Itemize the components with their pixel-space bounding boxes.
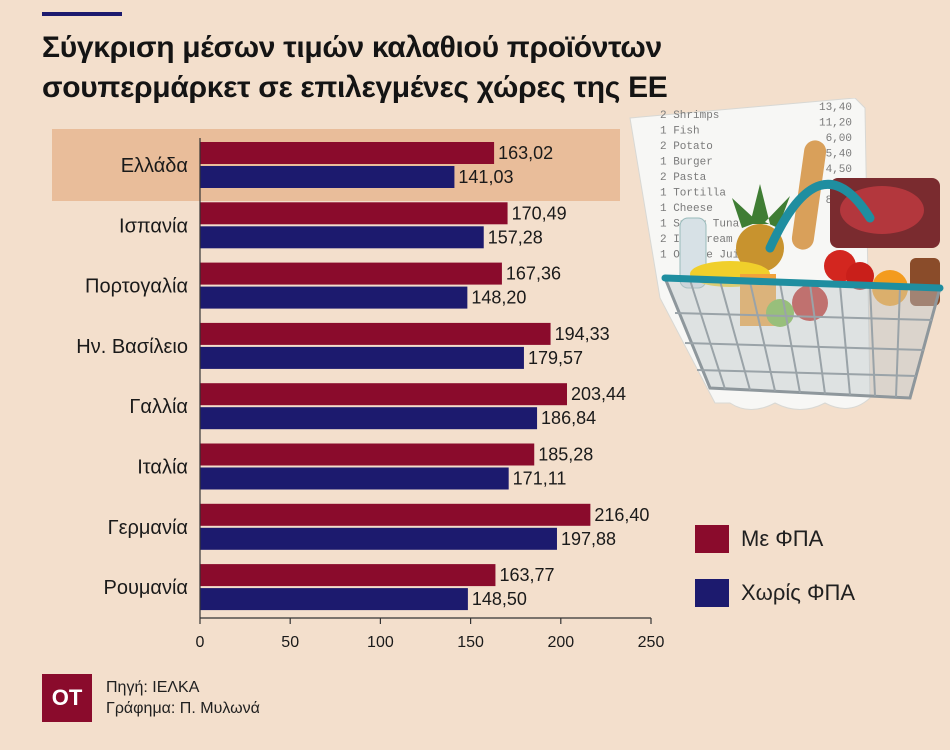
bar-without-vat-row-4: [200, 407, 538, 430]
bar-with-vat-row-1: [200, 202, 508, 225]
chart-title-line-2: σουπερμάρκετ σε επιλεγμένες χώρες της ΕΕ: [42, 71, 668, 104]
legend-swatch-with-vat: [695, 525, 729, 553]
value-label-without-vat-row-7: 148,50: [472, 589, 527, 609]
value-label-with-vat-row-3: 194,33: [555, 324, 610, 344]
category-label-row-2: Πορτογαλία: [85, 276, 188, 298]
bar-with-vat-row-3: [200, 322, 551, 345]
value-label-without-vat-row-2: 148,20: [471, 288, 526, 308]
bar-with-vat-row-2: [200, 262, 502, 285]
receipt-price-2: 6,00: [826, 133, 852, 145]
shopping-basket-illustration: 2 Shrimps 1 Fish 2 Potato 1 Burger 2 Pasta 1 …: [629, 98, 944, 410]
value-label-without-vat-row-6: 197,88: [561, 529, 616, 549]
value-label-with-vat-row-7: 163,77: [499, 565, 554, 585]
category-label-row-5: Ιταλία: [137, 457, 188, 479]
bar-chart: Ελλάδα 163,02 141,03 Ισπανία 170,49 157,28 Πορ…: [52, 129, 665, 651]
steak: [840, 186, 924, 234]
receipt-item-6: 1 Cheese: [660, 203, 713, 215]
graphic-credit: Γράφημα: Π. Μυλωνά: [106, 700, 260, 717]
bar-with-vat-row-6: [200, 503, 591, 526]
value-label-with-vat-row-5: 185,28: [538, 445, 593, 465]
receipt-item-2: 2 Potato: [660, 141, 713, 153]
apple: [792, 285, 828, 321]
value-label-without-vat-row-0: 141,03: [458, 167, 513, 187]
category-label-row-1: Ισπανία: [119, 215, 188, 237]
bar-without-vat-row-1: [200, 226, 484, 249]
footer-credits: Πηγή: ΙΕΛΚΑ Γράφημα: Π. Μυλωνά: [106, 677, 260, 719]
category-label-row-7: Ρουμανία: [104, 577, 189, 599]
highlight-band: [52, 129, 620, 201]
x-tick-label-4: 200: [547, 634, 574, 651]
bar-with-vat-row-7: [200, 564, 496, 587]
receipt-item-3: 1 Burger: [660, 157, 713, 169]
bar-with-vat-row-5: [200, 443, 535, 466]
x-tick-label-3: 150: [457, 634, 484, 651]
bar-without-vat-row-6: [200, 527, 557, 550]
bar-without-vat-row-3: [200, 346, 524, 369]
x-tick-label-2: 100: [367, 634, 394, 651]
value-label-with-vat-row-6: 216,40: [594, 505, 649, 525]
basket-handle: [765, 179, 875, 253]
receipt-item-1: 1 Fish: [660, 126, 700, 138]
value-label-without-vat-row-1: 157,28: [488, 227, 543, 247]
bar-without-vat-row-7: [200, 588, 468, 611]
basket-wires: [674, 279, 933, 398]
category-label-row-3: Ην. Βασίλειο: [76, 336, 188, 358]
pineapple-leaves: [732, 184, 790, 228]
receipt-item-5: 1 Tortilla: [660, 188, 726, 200]
value-label-with-vat-row-4: 203,44: [571, 384, 626, 404]
x-tick-label-0: 0: [196, 634, 205, 651]
legend-label-without-vat: Χωρίς ΦΠΑ: [741, 580, 856, 605]
receipt-price-1: 11,20: [819, 118, 852, 130]
receipt-price-4: 4,50: [826, 164, 852, 176]
value-label-with-vat-row-1: 170,49: [512, 203, 567, 223]
footer: OT Πηγή: ΙΕΛΚΑ Γράφημα: Π. Μυλωνά: [42, 674, 260, 722]
category-label-row-0: Ελλάδα: [121, 155, 188, 177]
bar-with-vat-row-0: [200, 142, 495, 164]
legend-label-with-vat: Με ΦΠΑ: [741, 526, 824, 551]
bar-with-vat-row-4: [200, 383, 568, 406]
category-label-row-6: Γερμανία: [108, 517, 188, 539]
ot-logo: OT: [42, 674, 92, 722]
x-tick-label-5: 250: [638, 634, 665, 651]
chart-title: Σύγκριση μέσων τιμών καλαθιού προϊόντων …: [42, 28, 668, 108]
top-accent-rule: [42, 12, 122, 16]
receipt-item-4: 2 Pasta: [660, 172, 707, 184]
bar-without-vat-row-2: [200, 286, 468, 309]
source-credit: Πηγή: ΙΕΛΚΑ: [106, 679, 200, 696]
value-label-with-vat-row-0: 163,02: [498, 143, 553, 163]
receipt-price-0: 13,40: [819, 102, 852, 114]
x-tick-label-1: 50: [281, 634, 299, 651]
legend-swatch-without-vat: [695, 579, 729, 607]
legend-item-without-vat: Χωρίς ΦΠΑ: [695, 578, 855, 608]
category-label-row-4: Γαλλία: [129, 396, 188, 418]
bar-without-vat-row-0: [200, 166, 455, 188]
bar-without-vat-row-5: [200, 467, 509, 490]
legend: Με ΦΠΑ Χωρίς ΦΠΑ: [695, 524, 855, 632]
value-label-without-vat-row-3: 179,57: [528, 348, 583, 368]
value-label-without-vat-row-5: 171,11: [513, 469, 567, 489]
jar: [910, 258, 940, 306]
receipt-item-0: 2 Shrimps: [660, 110, 719, 122]
basket-rim: [661, 274, 944, 292]
chart-title-line-1: Σύγκριση μέσων τιμών καλαθιού προϊόντων: [42, 31, 662, 64]
value-label-with-vat-row-2: 167,36: [506, 264, 561, 284]
legend-item-with-vat: Με ΦΠΑ: [695, 524, 855, 554]
value-label-without-vat-row-4: 186,84: [541, 408, 596, 428]
receipt-price-3: 5,40: [826, 149, 852, 161]
